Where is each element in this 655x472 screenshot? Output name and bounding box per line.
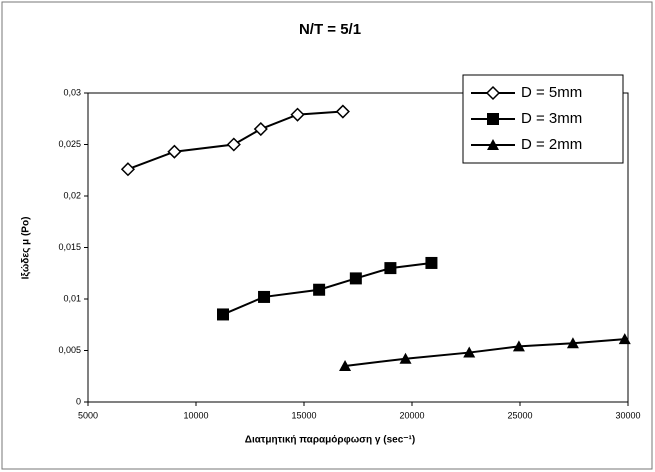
- data-point: [335, 104, 350, 119]
- data-point: [566, 337, 579, 349]
- data-point: [258, 290, 271, 303]
- data-point: [399, 352, 412, 364]
- data-point: [349, 272, 362, 285]
- y-tick-label: 0,01: [63, 293, 81, 303]
- data-point: [425, 256, 438, 269]
- data-point: [463, 346, 476, 358]
- y-tick-label: 0,005: [58, 345, 81, 355]
- data-point: [512, 340, 525, 352]
- data-point: [226, 137, 241, 152]
- legend-marker: [487, 139, 499, 150]
- legend-label: D = 3mm: [521, 110, 582, 127]
- series-line: [127, 110, 343, 171]
- data-point: [384, 262, 397, 275]
- y-tick-label: 0,015: [58, 242, 81, 252]
- y-tick-label: 0,02: [63, 190, 81, 200]
- legend-marker: [485, 85, 501, 101]
- x-tick-label: 5000: [78, 410, 98, 420]
- x-tick-label: 20000: [399, 410, 424, 420]
- x-tick-label: 15000: [291, 410, 316, 420]
- y-tick-label: 0,03: [63, 87, 81, 97]
- legend-label: D = 5mm: [521, 84, 582, 101]
- legend-label: D = 2mm: [521, 136, 582, 153]
- data-point: [253, 121, 268, 137]
- y-tick-label: 0: [76, 396, 81, 406]
- data-point: [313, 283, 326, 296]
- data-point: [217, 308, 229, 321]
- x-tick-label: 25000: [507, 410, 532, 420]
- y-tick-label: 0,025: [58, 139, 81, 149]
- data-point: [290, 107, 305, 122]
- legend-marker: [487, 113, 499, 125]
- series-line: [344, 338, 625, 367]
- chart-title: N/T = 5/1: [299, 21, 361, 38]
- data-point: [618, 333, 631, 345]
- data-point: [339, 359, 352, 371]
- y-axis-label: Ιξώδες μ (Po): [21, 217, 32, 280]
- x-tick-label: 30000: [615, 410, 640, 420]
- data-point: [167, 144, 182, 159]
- data-point: [120, 162, 136, 177]
- x-axis-label: Διατμητική παραμόρφωση γ (sec⁻¹): [245, 435, 415, 446]
- x-tick-label: 10000: [183, 410, 208, 420]
- series-line: [222, 261, 432, 316]
